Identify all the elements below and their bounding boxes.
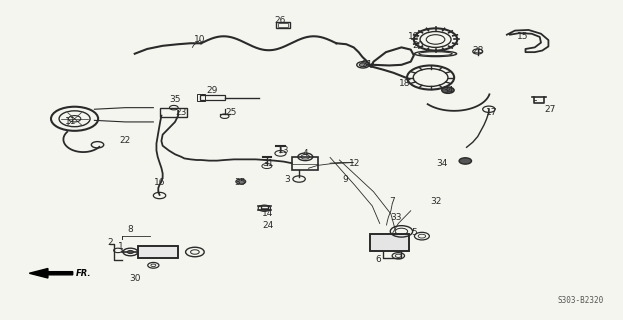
Text: 20: 20 — [412, 41, 424, 50]
Text: 18: 18 — [399, 79, 411, 88]
Text: 34: 34 — [436, 159, 447, 168]
Text: 19: 19 — [408, 32, 419, 41]
Text: 21: 21 — [361, 60, 373, 69]
Text: 31: 31 — [262, 159, 274, 168]
Text: 3: 3 — [284, 174, 290, 184]
Bar — [197, 94, 205, 101]
Text: 29: 29 — [207, 86, 218, 95]
Circle shape — [459, 158, 472, 164]
Polygon shape — [29, 268, 73, 278]
Text: 34: 34 — [442, 86, 454, 95]
Text: 16: 16 — [154, 178, 165, 187]
Bar — [276, 22, 290, 28]
Bar — [371, 234, 409, 252]
Bar — [278, 23, 288, 27]
Text: 10: 10 — [194, 35, 206, 44]
Text: 30: 30 — [129, 274, 141, 283]
Text: 35: 35 — [169, 95, 181, 104]
Text: 15: 15 — [516, 32, 528, 41]
Text: 8: 8 — [128, 225, 133, 234]
Text: 17: 17 — [485, 108, 497, 117]
Text: 32: 32 — [430, 197, 441, 206]
Text: 2: 2 — [107, 238, 113, 247]
Text: 33: 33 — [391, 212, 402, 222]
Text: 9: 9 — [343, 174, 348, 184]
Circle shape — [359, 63, 367, 67]
Circle shape — [442, 87, 454, 93]
Text: 4: 4 — [303, 149, 308, 158]
Bar — [138, 246, 178, 258]
Bar — [159, 108, 188, 117]
Text: 7: 7 — [389, 197, 395, 206]
Circle shape — [236, 179, 245, 184]
Bar — [200, 95, 225, 100]
Text: 13: 13 — [278, 146, 289, 155]
Text: 11: 11 — [65, 117, 77, 126]
Text: 27: 27 — [545, 105, 556, 114]
Text: 25: 25 — [225, 108, 237, 117]
Text: S303-B2320: S303-B2320 — [558, 296, 604, 305]
Text: 1: 1 — [118, 242, 123, 251]
Text: 22: 22 — [120, 136, 131, 146]
Text: 14: 14 — [262, 209, 273, 219]
Bar — [138, 246, 178, 258]
Bar — [371, 234, 409, 252]
Text: 26: 26 — [275, 16, 286, 25]
Text: 35: 35 — [234, 178, 246, 187]
Text: 28: 28 — [472, 46, 483, 55]
Text: 6: 6 — [375, 255, 381, 264]
Text: 24: 24 — [262, 220, 273, 229]
Text: 12: 12 — [350, 159, 361, 168]
Text: 23: 23 — [176, 108, 187, 117]
Text: FR.: FR. — [76, 269, 92, 278]
Bar — [292, 157, 318, 170]
Text: 5: 5 — [411, 228, 417, 237]
